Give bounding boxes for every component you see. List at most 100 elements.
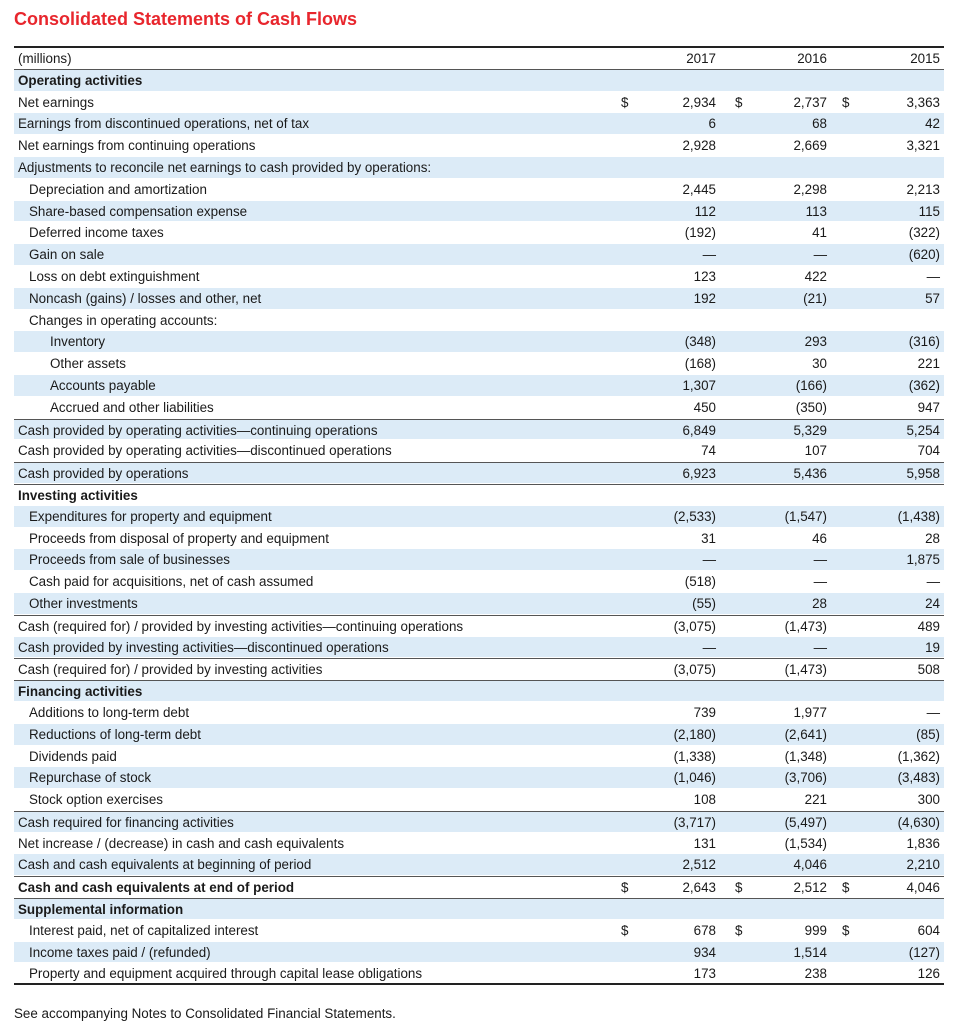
cell-2017: 1,307	[682, 377, 716, 393]
cell-2016: 46	[812, 530, 827, 546]
cell-2017: 450	[693, 399, 716, 415]
cell-2015: 704	[917, 443, 940, 459]
page-title: Consolidated Statements of Cash Flows	[14, 9, 358, 29]
row-label: Additions to long-term debt	[29, 704, 190, 720]
cell-2017: —	[702, 247, 716, 263]
cell-2017: —	[702, 552, 716, 568]
row-label: Depreciation and amortization	[29, 181, 207, 197]
cell-2015: (85)	[916, 726, 940, 742]
table-row: Other assets (168) 30 221	[14, 353, 944, 375]
cell-2015: 1,836	[906, 835, 940, 851]
row-label: Proceeds from disposal of property and e…	[29, 530, 329, 546]
cell-2017: 74	[701, 443, 716, 459]
cell-2015: 42	[925, 116, 940, 132]
row-label: Other investments	[29, 595, 138, 611]
table-row: Stock option exercises 108 221 300	[14, 789, 944, 811]
cell-2016: 68	[812, 116, 827, 132]
row-label: Share-based compensation expense	[29, 203, 248, 219]
cell-2017: (1,338)	[673, 748, 716, 764]
table-row: Operating activities	[14, 69, 944, 92]
cell-2015: 4,046	[906, 880, 940, 896]
table-row: Cash (required for) / provided by invest…	[14, 658, 944, 681]
cell-2015: (4,630)	[897, 814, 940, 830]
cell-2017: 108	[693, 792, 716, 808]
table-row: Cash provided by investing activities—di…	[14, 636, 944, 659]
cell-2017: 6,849	[682, 422, 716, 438]
cell-2017: 131	[693, 835, 716, 851]
table-row: Changes in operating accounts:	[14, 310, 944, 332]
cell-2016: 999	[804, 922, 827, 938]
footnote: See accompanying Notes to Consolidated F…	[14, 1006, 396, 1021]
cell-2016: 238	[804, 966, 827, 982]
table-row: Net increase / (decrease) in cash and ca…	[14, 833, 944, 855]
row-label: Changes in operating accounts:	[29, 312, 218, 328]
cell-2017: 2,445	[682, 181, 716, 197]
cell-2016: —	[813, 639, 827, 655]
currency-symbol: $	[842, 922, 850, 938]
row-label: Repurchase of stock	[29, 770, 152, 786]
table-header-row: (millions) 2017 2016 2015	[14, 48, 944, 70]
cell-2015: 115	[918, 203, 940, 219]
cell-2016: 1,514	[793, 944, 827, 960]
table-row: Cash paid for acquisitions, net of cash …	[14, 571, 944, 593]
cell-2015: (127)	[908, 944, 940, 960]
cell-2016: 4,046	[793, 857, 827, 873]
table-row: Proceeds from disposal of property and e…	[14, 528, 944, 550]
cell-2016: 2,737	[793, 94, 827, 110]
table-row: Depreciation and amortization 2,445 2,298 2…	[14, 179, 944, 201]
row-label: Deferred income taxes	[29, 225, 164, 241]
year-header-2015: 2015	[910, 51, 940, 66]
year-header-2017: 2017	[686, 51, 716, 66]
cell-2015: 28	[925, 530, 940, 546]
table-row: Accrued and other liabilities 450 (350) 947	[14, 397, 944, 419]
table-row: Income taxes paid / (refunded) 934 1,514 (1…	[14, 941, 944, 964]
row-label: Inventory	[50, 334, 106, 350]
table-row: Additions to long-term debt 739 1,977 —	[14, 702, 944, 724]
cell-2015: 126	[917, 966, 940, 982]
cell-2016: (166)	[795, 377, 827, 393]
row-label: Cash required for financing activities	[18, 814, 234, 830]
cell-2015: (316)	[908, 334, 940, 350]
cell-2017: (1,046)	[673, 770, 716, 786]
cell-2016: 28	[812, 595, 827, 611]
row-label: Net earnings	[18, 94, 94, 110]
table-row: Cash required for financing activities (3…	[14, 810, 944, 833]
cell-2015: 947	[917, 399, 940, 415]
currency-symbol: $	[621, 880, 629, 896]
table-row: Expenditures for property and equipment (…	[14, 505, 944, 528]
cell-2015: 1,875	[906, 552, 940, 568]
cell-2016: (2,641)	[784, 726, 827, 742]
row-label: Reductions of long-term debt	[29, 726, 201, 742]
cell-2017: 123	[693, 268, 716, 284]
row-label: Cash provided by operations	[18, 466, 189, 482]
row-label: Stock option exercises	[29, 792, 163, 808]
cell-2016: 107	[804, 443, 827, 459]
cell-2015: 2,210	[906, 857, 940, 873]
cell-2015: 3,321	[906, 138, 940, 154]
cell-2017: (348)	[684, 334, 716, 350]
row-label: Cash provided by operating activities—di…	[18, 443, 392, 459]
cell-2016: 113	[805, 203, 827, 219]
cell-2017: (55)	[692, 595, 716, 611]
row-label: Other assets	[50, 356, 126, 372]
row-label: Accounts payable	[50, 377, 156, 393]
table-row: Financing activities	[14, 680, 944, 702]
cell-2016: 2,298	[793, 181, 827, 197]
table-row: Supplemental information	[14, 898, 944, 920]
table-row: Loss on debt extinguishment 123 422 —	[14, 266, 944, 288]
cell-2015: (620)	[908, 247, 940, 263]
row-label: Investing activities	[18, 487, 138, 503]
table-row: Other investments (55) 28 24	[14, 592, 944, 615]
cell-2015: 489	[917, 618, 940, 634]
cell-2016: (1,473)	[784, 618, 827, 634]
row-label: Net increase / (decrease) in cash and ca…	[18, 835, 345, 851]
row-label: Loss on debt extinguishment	[29, 268, 200, 284]
cell-2016: 1,977	[793, 704, 827, 720]
cell-2016: 422	[804, 268, 827, 284]
table-row: Investing activities	[14, 483, 944, 506]
table-row: Cash and cash equivalents at beginning o…	[14, 854, 944, 877]
table-row: Interest paid, net of capitalized intere…	[14, 920, 944, 942]
cell-2015: 221	[917, 356, 940, 372]
row-label: Gain on sale	[29, 247, 105, 263]
cell-2015: 24	[925, 595, 940, 611]
